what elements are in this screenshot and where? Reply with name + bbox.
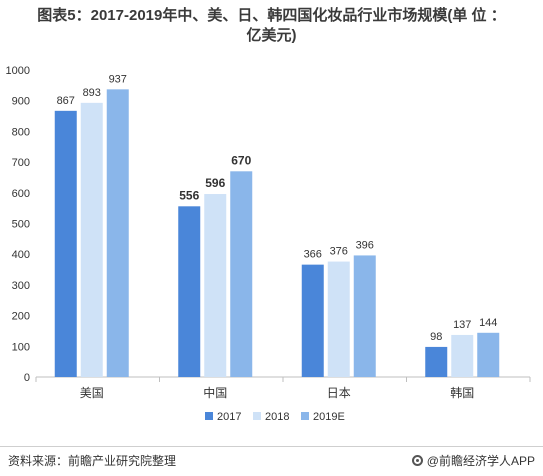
x-category-label: 韩国 xyxy=(450,385,474,400)
bar-2019E xyxy=(106,89,129,377)
data-label: 396 xyxy=(356,239,374,251)
bar-chart: 0 100 200 300 400 500 600 700 800 900 1000 867 893 93… xyxy=(6,65,531,423)
x-category-label: 美国 xyxy=(80,386,104,400)
data-label: 98 xyxy=(430,331,442,343)
footer: 资料来源：前瞻产业研究院整理 @前瞻经济学人APP xyxy=(0,446,543,469)
y-tick-label: 1000 xyxy=(6,65,30,77)
brand-logo-icon xyxy=(411,455,423,466)
legend-label: 2017 xyxy=(217,411,241,423)
data-label: 670 xyxy=(231,153,251,167)
data-label: 596 xyxy=(205,176,225,190)
data-label: 376 xyxy=(330,246,348,258)
data-label: 144 xyxy=(479,317,497,329)
data-label: 867 xyxy=(57,95,75,107)
y-tick-label: 500 xyxy=(12,219,30,231)
source-note: 资料来源：前瞻产业研究院整理 xyxy=(8,454,177,468)
x-category-label: 日本 xyxy=(327,386,351,400)
brand-label: @前瞻经济学人APP xyxy=(426,454,535,468)
legend-label: 2018 xyxy=(265,411,289,423)
bar-2018 xyxy=(204,194,227,377)
x-category-label: 中国 xyxy=(203,385,227,400)
bar-2017 xyxy=(425,346,448,377)
bar-2017 xyxy=(54,110,77,378)
y-tick-label: 400 xyxy=(12,249,30,261)
bar-2019E xyxy=(477,332,500,377)
data-label: 556 xyxy=(179,188,199,202)
legend-label: 2019E xyxy=(313,411,345,423)
bar-2017 xyxy=(301,264,324,377)
legend-swatch-2017 xyxy=(205,412,213,420)
y-tick-label: 0 xyxy=(24,372,30,384)
bar-2019E xyxy=(230,171,253,377)
y-tick-label: 600 xyxy=(12,188,30,200)
bar-2019E xyxy=(353,255,376,377)
bar-2018 xyxy=(80,102,103,377)
chart-title-line-2: 亿美元) xyxy=(246,27,297,44)
legend-swatch-2018 xyxy=(253,412,261,420)
data-label: 937 xyxy=(109,73,127,85)
bar-2018 xyxy=(451,334,474,377)
y-tick-label: 700 xyxy=(12,157,30,169)
bar-2017 xyxy=(178,206,201,377)
y-tick-label: 300 xyxy=(12,280,30,292)
data-label: 366 xyxy=(304,249,322,261)
data-label: 893 xyxy=(83,87,101,99)
y-tick-label: 800 xyxy=(12,126,30,138)
chart-title-line-1: 图表5：2017-2019年中、美、日、韩四国化妆品行业市场规模(单 位 ： xyxy=(37,7,506,24)
y-tick-label: 100 xyxy=(12,341,30,353)
bar-2018 xyxy=(327,261,350,377)
y-tick-label: 900 xyxy=(12,96,30,108)
chart-title: 图表5：2017-2019年中、美、日、韩四国化妆品行业市场规模(单 位 ： 亿… xyxy=(0,6,543,46)
data-label: 137 xyxy=(453,319,471,331)
y-tick-label: 200 xyxy=(12,311,30,323)
legend-swatch-2019E xyxy=(301,412,309,420)
brand-credit: @前瞻经济学人APP xyxy=(411,452,535,469)
